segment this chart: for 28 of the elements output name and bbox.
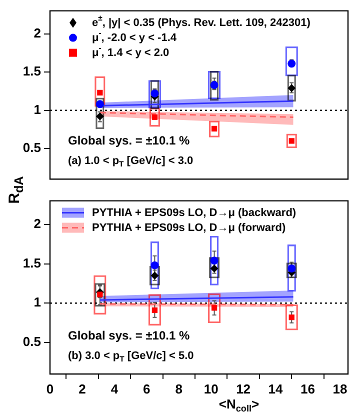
x-tick-label: 0: [46, 381, 54, 396]
bar: [94, 275, 106, 314]
point: [97, 90, 103, 96]
y-tick-label: 0.5: [22, 334, 41, 350]
legend-label: PYTHIA + EPS09s LO, D→μ (backward): [92, 206, 296, 219]
y-tick-label: 1.5: [22, 255, 41, 270]
y-tick-label: 1.5: [22, 64, 41, 79]
x-tick-label: 8: [175, 381, 182, 396]
annotation: Global sys. = ±10.1 %: [68, 328, 190, 342]
y-tick-label: 2: [34, 216, 41, 231]
x-tick-label: 14: [268, 381, 284, 396]
x-tick-label: 4: [110, 381, 119, 396]
x-tick-label: 16: [300, 381, 315, 396]
point: [96, 100, 104, 108]
annotation: Global sys. = ±10.1 %: [68, 134, 190, 148]
legend-label: PYTHIA + EPS09s LO, D→μ (forward): [92, 222, 286, 234]
x-tick-label: 10: [204, 381, 218, 396]
point: [210, 256, 218, 265]
y-tick-label: 1: [34, 102, 41, 117]
x-tick-label: 6: [143, 381, 150, 396]
y-tick-label: 2: [34, 25, 41, 40]
bar: [285, 46, 298, 76]
x-tick-label: 2: [78, 381, 86, 396]
y-tick-label: 0.5: [22, 140, 41, 156]
x-tick-label: 18: [332, 381, 348, 396]
point: [150, 261, 159, 270]
y-tick-label: 1: [34, 294, 41, 310]
x-tick-label: 12: [236, 381, 251, 396]
